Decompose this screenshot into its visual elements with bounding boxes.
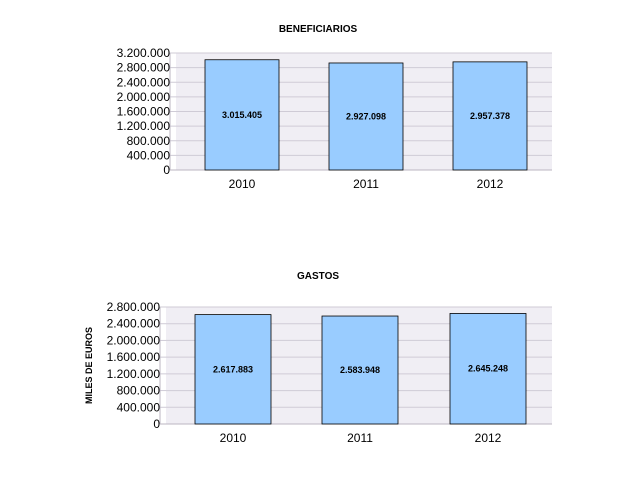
bar-2010 bbox=[204, 59, 280, 171]
y-tick-label: 2.800.000 bbox=[117, 61, 171, 75]
y-tick-label: 1.600.000 bbox=[107, 350, 161, 364]
y-tick-label: 1.600.000 bbox=[117, 105, 171, 119]
chart-title: GASTOS bbox=[297, 271, 339, 282]
y-tick-label: 400.000 bbox=[117, 400, 161, 414]
y-tick-label: 2.800.000 bbox=[107, 300, 161, 314]
x-tick-label: 2012 bbox=[477, 177, 504, 191]
y-tick-label: 400.000 bbox=[127, 148, 171, 162]
beneficiarios-chart: BENEFICIARIOS 0400.000800.0001.200.0001.6… bbox=[117, 24, 552, 191]
y-tick-label: 0 bbox=[153, 417, 160, 431]
data-label: 3.015.405 bbox=[222, 110, 262, 120]
bar-2012 bbox=[452, 61, 528, 171]
data-label: 2.645.248 bbox=[468, 364, 508, 374]
data-label: 2.957.378 bbox=[470, 111, 510, 121]
data-label: 2.583.948 bbox=[340, 365, 380, 375]
x-tick-label: 2011 bbox=[353, 177, 379, 191]
bar-2011 bbox=[321, 315, 399, 425]
y-tick-label: 2.000.000 bbox=[107, 333, 161, 347]
bar-2011 bbox=[328, 62, 404, 171]
x-tick-label: 2011 bbox=[347, 431, 373, 445]
y-tick-label: 1.200.000 bbox=[107, 367, 161, 381]
y-axis-title: MILES DE EUROS bbox=[84, 327, 94, 404]
x-tick-label: 2010 bbox=[229, 177, 256, 191]
bar-2010 bbox=[194, 314, 272, 425]
x-tick-label: 2010 bbox=[220, 431, 247, 445]
x-tick-label: 2012 bbox=[475, 431, 502, 445]
y-tick-label: 3.200.000 bbox=[117, 46, 171, 60]
data-label: 2.617.883 bbox=[213, 364, 253, 374]
y-tick-label: 2.000.000 bbox=[117, 90, 171, 104]
chart-title: BENEFICIARIOS bbox=[279, 24, 358, 35]
y-tick-label: 800.000 bbox=[117, 384, 161, 398]
gastos-chart: GASTOS 0 400.000 800.000 1.200.000 1.600.000 2… bbox=[84, 271, 552, 445]
y-tick-label: 2.400.000 bbox=[107, 317, 161, 331]
y-tick-label: 0 bbox=[163, 163, 170, 177]
y-tick-label: 1.200.000 bbox=[117, 119, 171, 133]
y-tick-label: 2.400.000 bbox=[117, 75, 171, 89]
y-tick-label: 800.000 bbox=[127, 134, 171, 148]
data-label: 2.927.098 bbox=[346, 111, 386, 121]
bar-2012 bbox=[449, 313, 527, 425]
